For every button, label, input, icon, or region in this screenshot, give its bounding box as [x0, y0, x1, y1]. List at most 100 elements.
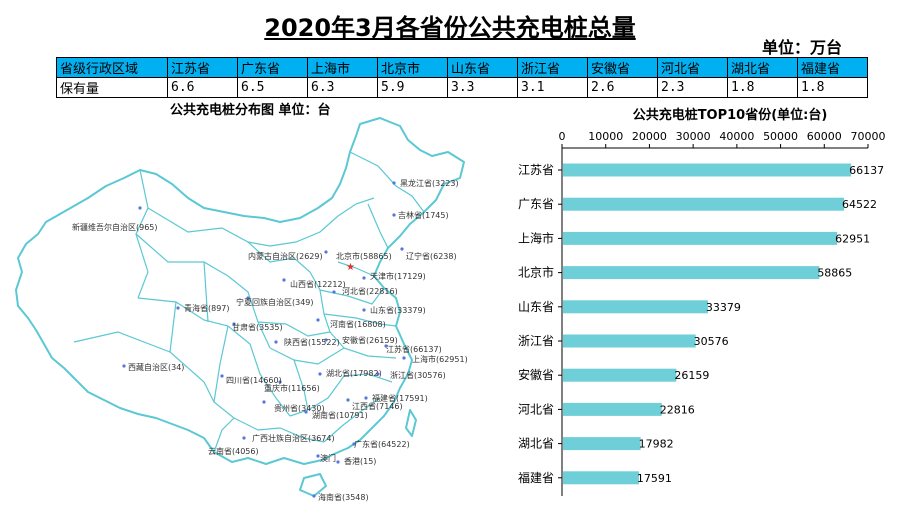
data-label: 30576	[694, 335, 729, 348]
x-tick-label: 10000	[588, 130, 623, 143]
map-label: 安徽省(26159)	[342, 335, 398, 345]
map-dot	[274, 340, 278, 344]
province-table-value-row: 保有量 6.6 6.5 6.3 5.9 3.3 3.1 2.6 2.3 1.8 …	[56, 77, 868, 98]
bar	[563, 437, 641, 451]
map-label: 湖南省(10791)	[312, 410, 368, 420]
map-label: 河南省(16808)	[330, 319, 386, 329]
province-value-cell: 1.8	[727, 77, 798, 98]
province-value-cell: 6.6	[167, 77, 238, 98]
map-label: 香港(15)	[344, 456, 376, 466]
china-outline	[15, 117, 465, 465]
province-header-cell: 湖北省	[727, 57, 798, 78]
bar	[563, 300, 708, 314]
map-label: 上海市(62951)	[412, 354, 468, 364]
map-dot	[346, 398, 350, 402]
province-header-cell: 河北省	[657, 57, 728, 78]
data-label: 17591	[637, 472, 672, 485]
category-label: 广东省	[518, 197, 554, 211]
province-table-row-label: 保有量	[56, 77, 168, 98]
map-label: 山东省(33379)	[370, 305, 426, 315]
map-dot	[392, 181, 396, 185]
map-dot	[364, 396, 368, 400]
map-dot	[122, 364, 126, 368]
map-label: 重庆市(11656)	[264, 383, 320, 393]
province-value-cell: 3.3	[447, 77, 518, 98]
province-value-cell: 6.5	[237, 77, 308, 98]
category-label: 浙江省	[518, 334, 554, 348]
map-dot	[176, 306, 180, 310]
map-label: 山西省(12212)	[290, 279, 346, 289]
map-label: 海南省(3548)	[318, 492, 369, 502]
map-label: 广东省(64522)	[354, 439, 410, 449]
bar	[563, 471, 639, 485]
category-label: 福建省	[518, 470, 554, 485]
map-label: 甘肃省(3535)	[232, 322, 283, 332]
province-header-cell: 北京市	[377, 57, 448, 78]
map-label: 四川省(14660)	[226, 375, 282, 385]
map-label: 吉林省(1745)	[398, 210, 449, 220]
map-dot	[278, 380, 282, 384]
map-label: 内蒙古自治区(2629)	[248, 251, 323, 261]
page-title: 2020年3月各省份公共充电桩总量	[0, 8, 900, 43]
bar	[563, 231, 838, 245]
category-label: 山东省	[518, 300, 554, 314]
map-label: 贵州省(3430)	[274, 403, 325, 413]
province-value-cell: 2.6	[587, 77, 658, 98]
province-header-cell: 福建省	[797, 57, 868, 78]
province-value-cell: 3.1	[517, 77, 588, 98]
map-dot	[312, 494, 316, 498]
map-dot	[318, 372, 322, 376]
data-label: 22816	[660, 403, 695, 416]
province-table-header-label: 省级行政区域	[56, 57, 168, 78]
province-value-cell: 2.3	[657, 77, 728, 98]
map-dot	[376, 372, 380, 376]
map-dot	[400, 247, 404, 251]
map-label: 新疆维吾尔自治区(965)	[72, 222, 158, 232]
bar	[563, 266, 820, 280]
map-label: 北京市(58865)	[336, 251, 392, 261]
map-dot	[324, 250, 328, 254]
data-label: 66137	[849, 164, 884, 177]
unit-label: 单位：万台	[761, 38, 842, 57]
map-label: 陕西省(15522)	[284, 337, 340, 347]
map-label: 湖北省(17982)	[326, 368, 382, 378]
map-dot	[384, 344, 388, 348]
category-label: 河北省	[518, 402, 554, 416]
category-label: 北京市	[518, 265, 554, 280]
province-header-cell: 安徽省	[587, 57, 658, 78]
map-dot	[362, 308, 366, 312]
map-label: 青海省(897)	[184, 303, 230, 313]
map-dot	[246, 296, 250, 300]
map-dot	[316, 454, 320, 458]
data-label: 33379	[706, 301, 741, 314]
x-tick-label: 70000	[851, 130, 886, 143]
map-dot	[352, 442, 356, 446]
x-tick-label: 30000	[676, 130, 711, 143]
x-tick-label: 20000	[632, 130, 667, 143]
map-label: 浙江省(30576)	[390, 370, 446, 380]
map-dot	[304, 410, 308, 414]
data-label: 17982	[639, 438, 674, 451]
map-dot	[232, 322, 236, 326]
province-header-cell: 山东省	[447, 57, 518, 78]
map-dot	[324, 338, 328, 342]
map-label: 澳门	[320, 453, 336, 463]
map-label: 河北省(22816)	[342, 286, 398, 296]
map-label: 西藏自治区(34)	[128, 362, 184, 372]
map-title: 公共充电桩分布图 单位：台	[170, 103, 331, 118]
category-label: 湖北省	[518, 436, 554, 451]
map-dot	[262, 400, 266, 404]
map-label: 宁夏回族自治区(349)	[236, 297, 314, 307]
map-dot	[316, 318, 320, 322]
map-label: 广西壮族自治区(3674)	[252, 433, 335, 443]
map-label: 福建省(17591)	[372, 393, 428, 403]
map-dot	[402, 356, 406, 360]
province-header-cell: 江苏省	[167, 57, 238, 78]
map-label: 江西省(7146)	[352, 401, 403, 411]
province-value-cell: 6.3	[307, 77, 378, 98]
map-dot	[332, 290, 336, 294]
map-dot	[282, 278, 286, 282]
bar	[563, 334, 696, 348]
category-label: 安徽省	[518, 367, 554, 382]
capital-star-icon: ★	[346, 262, 355, 273]
